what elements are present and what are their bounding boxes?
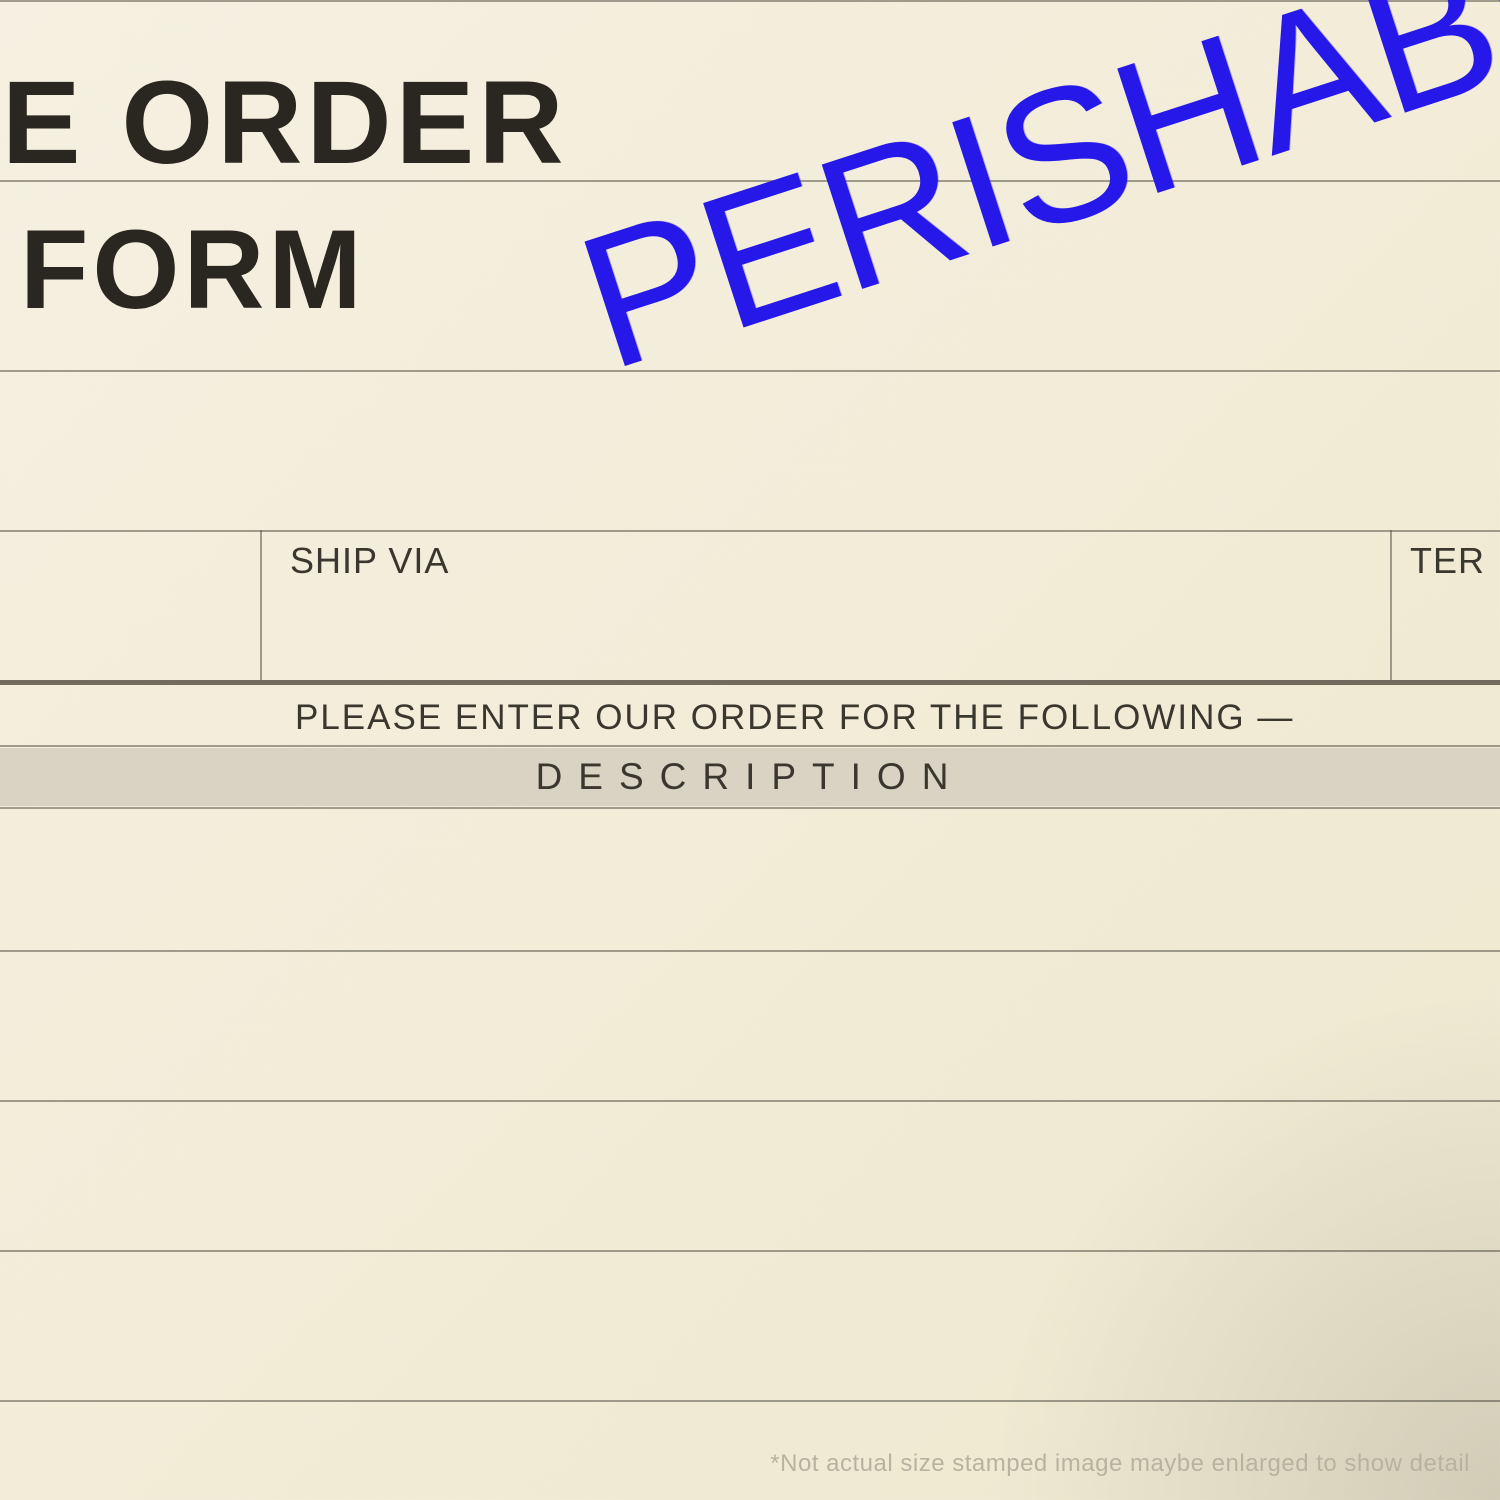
description-column-header: DESCRIPTION: [0, 756, 1500, 798]
rule-line: [0, 530, 1500, 532]
rule-line: [0, 1250, 1500, 1252]
column-divider: [260, 530, 262, 680]
rule-line: [0, 745, 1500, 747]
terms-label: TER: [1410, 540, 1485, 582]
rule-line: [0, 1100, 1500, 1102]
ship-via-label: SHIP VIA: [290, 540, 449, 582]
form-title-line1: ASE ORDER: [0, 55, 568, 191]
paper-shadow: [900, 900, 1500, 1500]
rule-line: [0, 1400, 1500, 1402]
column-divider: [1390, 530, 1392, 680]
size-disclaimer: *Not actual size stamped image maybe enl…: [770, 1450, 1470, 1478]
purchase-order-form: ASE ORDER FORM SHIP VIA TER PLEASE ENTER…: [0, 0, 1500, 1500]
rule-line: [0, 950, 1500, 952]
order-instruction-text: PLEASE ENTER OUR ORDER FOR THE FOLLOWING…: [295, 698, 1294, 738]
rule-line: [0, 807, 1500, 809]
form-title-line2: FORM: [20, 205, 366, 334]
rule-line-thick: [0, 680, 1500, 685]
perishable-stamp: PERISHABLE: [556, 0, 1500, 413]
